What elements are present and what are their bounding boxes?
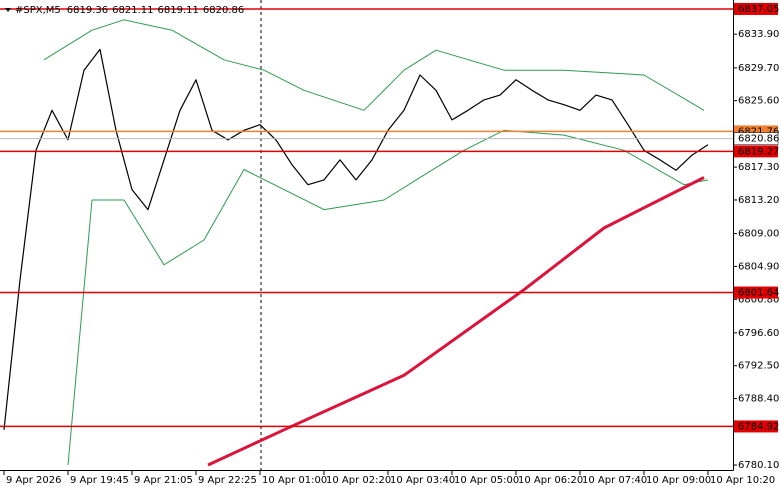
x-tick-label: 10 Apr 05:00 bbox=[454, 475, 519, 486]
x-tick-label: 10 Apr 06:20 bbox=[518, 475, 583, 486]
y-tick-label: 6825.60 bbox=[738, 96, 779, 107]
x-axis-bg bbox=[0, 470, 781, 489]
y-tick-label: 6800.80 bbox=[738, 294, 779, 305]
x-tick-label: 10 Apr 10:20 bbox=[710, 475, 775, 486]
x-tick-label: 9 Apr 2026 bbox=[6, 475, 61, 486]
y-tick-label: 6813.20 bbox=[738, 195, 779, 206]
header: #SPX,M5 6819.36 6821.11 6819.11 6820.86 bbox=[15, 5, 244, 16]
x-tick-label: 10 Apr 02:20 bbox=[326, 475, 391, 486]
last-price-label: 6820.86 bbox=[738, 134, 779, 145]
price-level-label: 6801.64 bbox=[738, 288, 779, 299]
series-line bbox=[67, 129, 709, 466]
y-tick-label: 6809.00 bbox=[738, 229, 779, 240]
axes: 6833.90 6829.70 6825.60 6817.30 6813.20 6809.… bbox=[3, 2, 779, 486]
price-level-label: 6821.76 bbox=[738, 126, 779, 137]
series-line bbox=[43, 19, 705, 111]
x-tick-label: 9 Apr 22:25 bbox=[198, 475, 257, 486]
y-tick-label: 6788.40 bbox=[738, 394, 779, 405]
high: 6821.11 bbox=[112, 5, 153, 16]
low: 6819.11 bbox=[158, 5, 199, 16]
y-tick-label: 6833.90 bbox=[738, 29, 779, 40]
price-level-tag bbox=[734, 286, 778, 299]
y-tick-label: 6796.60 bbox=[738, 328, 779, 339]
open: 6819.36 bbox=[67, 5, 108, 16]
plot-area bbox=[0, 8, 733, 467]
price-level-label: 6837.05 bbox=[738, 4, 779, 15]
x-tick-label: 9 Apr 21:05 bbox=[134, 475, 193, 486]
y-tick-label: 6792.50 bbox=[738, 361, 779, 372]
price-level-label: 6819.27 bbox=[738, 146, 779, 157]
x-tick-label: 10 Apr 07:40 bbox=[582, 475, 647, 486]
close: 6820.86 bbox=[203, 5, 244, 16]
x-tick-label: 10 Apr 03:40 bbox=[390, 475, 455, 486]
y-tick-label: 6817.30 bbox=[738, 162, 779, 173]
y-tick-label: 6804.90 bbox=[738, 261, 779, 272]
x-tick-label: 10 Apr 09:00 bbox=[646, 475, 711, 486]
price-level-tag bbox=[734, 420, 778, 433]
series-line bbox=[3, 48, 709, 430]
price-level-tag bbox=[734, 2, 778, 15]
y-tick-label: 6780.10 bbox=[738, 460, 779, 471]
x-tick-label: 9 Apr 19:45 bbox=[70, 475, 129, 486]
series-line bbox=[207, 176, 705, 467]
price-level-label: 6784.92 bbox=[738, 421, 779, 432]
last-price-tag bbox=[733, 132, 779, 145]
price-level-tag bbox=[734, 145, 778, 158]
y-axis-bg bbox=[734, 0, 781, 489]
symbol: #SPX,M5 bbox=[15, 5, 61, 16]
y-tick-label: 6829.70 bbox=[738, 63, 779, 74]
x-tick-label: 10 Apr 01:00 bbox=[262, 475, 327, 486]
menu-arrow[interactable] bbox=[5, 8, 11, 12]
